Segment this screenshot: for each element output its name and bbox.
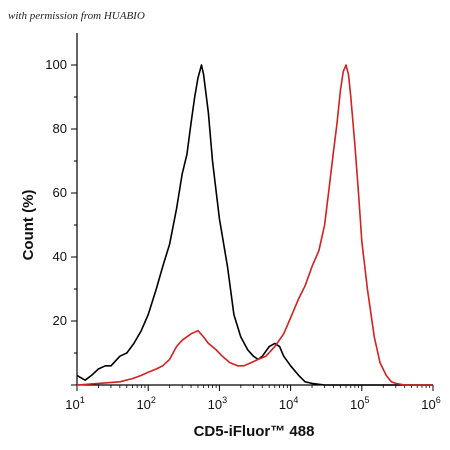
y-tick-label: 40 — [53, 249, 67, 264]
x-tick-label: 106 — [421, 395, 440, 412]
y-tick-label: 80 — [53, 121, 67, 136]
x-tick-label: 103 — [208, 395, 227, 412]
plot-area: 101 102 103 104 105 106 20 40 60 80 100 — [45, 33, 441, 412]
y-axis-title: Count (%) — [20, 190, 37, 261]
y-tick-label: 20 — [53, 313, 67, 328]
watermark-text: with permission from HUABIO — [8, 10, 145, 22]
x-tick-label: 101 — [65, 395, 84, 412]
x-tick-labels: 101 102 103 104 105 106 — [65, 395, 440, 412]
x-tick-label: 102 — [136, 395, 155, 412]
y-tick-label: 100 — [45, 57, 67, 72]
series-layer — [76, 64, 433, 386]
series-line-2 — [76, 64, 433, 386]
x-tick-label: 104 — [279, 395, 298, 412]
y-tick-labels: 20 40 60 80 100 — [45, 57, 67, 328]
y-tick-label: 60 — [53, 185, 67, 200]
axes — [71, 33, 434, 391]
x-tick-label: 105 — [350, 395, 369, 412]
series-line-1 — [76, 64, 433, 386]
x-axis-title: CD5-iFluor™ 488 — [194, 423, 315, 440]
